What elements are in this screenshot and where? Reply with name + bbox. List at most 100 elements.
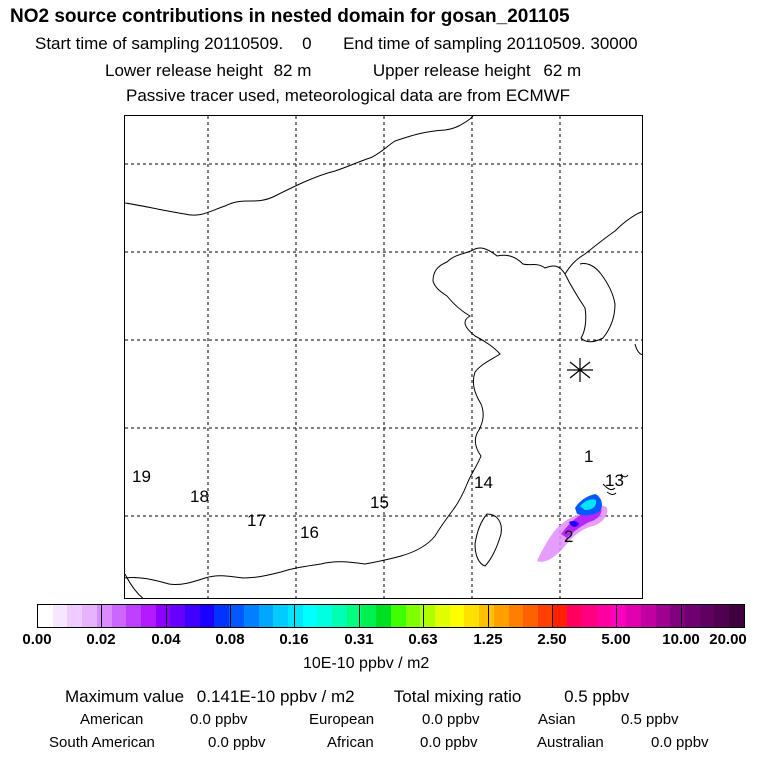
- region-label: 13: [605, 471, 624, 490]
- colorbar-cell: [302, 605, 318, 627]
- colorbar-cell: [567, 605, 583, 627]
- lower-height-value: 82 m: [273, 61, 312, 80]
- end-time-label: End time of sampling: [343, 34, 502, 53]
- total-mixing-label: Total mixing ratio: [393, 687, 522, 706]
- colorbar-cell: [170, 605, 186, 627]
- region-label: 16: [300, 523, 319, 542]
- colorbar-tick: 20.00: [709, 631, 747, 648]
- colorbar-divider: [294, 604, 295, 628]
- source-name: European: [309, 711, 375, 728]
- colorbar-cell: [670, 605, 685, 627]
- receptor-marker: [567, 358, 593, 382]
- colorbar-cell: [140, 605, 156, 627]
- map-panel: 1 2 13 14 15 16 17 18 19: [124, 115, 643, 599]
- colorbar-cell: [243, 605, 259, 627]
- colorbar-tick: 0.63: [408, 631, 438, 648]
- source-value: 0.0 ppbv: [420, 734, 478, 751]
- source-value: 0.0 ppbv: [208, 734, 266, 751]
- colorbar-tick: 0.08: [215, 631, 245, 648]
- colorbar-tick: 10.00: [662, 631, 700, 648]
- colorbar-cell: [508, 605, 524, 627]
- colorbar-cell: [67, 605, 83, 627]
- colorbar: [37, 604, 745, 628]
- region-label: 15: [370, 493, 389, 512]
- colorbar-cell: [582, 605, 597, 627]
- colorbar-tick: 0.00: [22, 631, 52, 648]
- colorbar-units: 10E-10 ppbv / m2: [303, 655, 430, 672]
- colorbar-cell: [126, 605, 141, 627]
- colorbar-cell: [199, 605, 215, 627]
- colorbar-divider: [359, 604, 360, 628]
- sampling-time-line: Start time of sampling 20110509. 0 End t…: [35, 34, 638, 54]
- colorbar-cell: [155, 605, 171, 627]
- colorbar-tick: 0.16: [279, 631, 309, 648]
- source-name: South American: [49, 734, 155, 751]
- source-value: 0.5 ppbv: [621, 711, 679, 728]
- figure-title: NO2 source contributions in nested domai…: [10, 6, 570, 27]
- source-name: Australian: [537, 734, 604, 751]
- source-name: African: [327, 734, 374, 751]
- colorbar-cell: [493, 605, 509, 627]
- end-time-value: 20110509. 30000: [506, 34, 638, 53]
- source-name: American: [80, 711, 144, 728]
- release-height-line: Lower release height 82 m Upper release …: [105, 61, 581, 81]
- source-value: 0.0 ppbv: [422, 711, 480, 728]
- region-labels: 1 2 13 14 15 16 17 18 19: [132, 447, 624, 546]
- colorbar-cell: [596, 605, 612, 627]
- colorbar-cell: [82, 605, 97, 627]
- region-label: 1: [584, 447, 593, 466]
- region-label: 18: [190, 487, 209, 506]
- colorbar-cell: [640, 605, 656, 627]
- start-time-label: Start time of sampling: [35, 34, 200, 53]
- colorbar-tick: 2.50: [537, 631, 567, 648]
- region-label: 2: [564, 527, 573, 546]
- colorbar-cell: [699, 605, 715, 627]
- max-value: 0.141E-10 ppbv / m2: [196, 687, 355, 706]
- colorbar-cell: [655, 605, 671, 627]
- colorbar-tick: 5.00: [601, 631, 631, 648]
- colorbar-divider: [166, 604, 167, 628]
- source-name: Asian: [538, 711, 576, 728]
- colorbar-cell: [611, 605, 627, 627]
- colorbar-tick: 0.04: [151, 631, 181, 648]
- colorbar-cell: [258, 605, 274, 627]
- max-value-line: Maximum value 0.141E-10 ppbv / m2 Total …: [65, 687, 629, 707]
- colorbar-divider: [488, 604, 489, 628]
- upper-height-value: 62 m: [543, 61, 582, 80]
- colorbar-tick: 0.31: [344, 631, 374, 648]
- region-label: 17: [247, 511, 266, 530]
- colorbar-divider: [423, 604, 424, 628]
- colorbar-cell: [552, 605, 568, 627]
- colorbar-divider: [101, 604, 102, 628]
- colorbar-divider: [616, 604, 617, 628]
- colorbar-cell: [523, 605, 538, 627]
- tracer-note: Passive tracer used, meteorological data…: [126, 86, 571, 105]
- colorbar-divider: [230, 604, 231, 628]
- coastlines: [125, 116, 642, 598]
- colorbar-cell: [714, 605, 730, 627]
- colorbar-cell: [287, 605, 303, 627]
- colorbar-cell: [52, 605, 68, 627]
- colorbar-cell: [38, 605, 53, 627]
- colorbar-cell: [626, 605, 641, 627]
- colorbar-cell: [479, 605, 494, 627]
- colorbar-cell: [376, 605, 391, 627]
- colorbar-cell: [111, 605, 127, 627]
- total-mixing-value: 0.5 ppbv: [564, 687, 630, 706]
- colorbar-cell: [332, 605, 347, 627]
- upper-height-label: Upper release height: [372, 61, 531, 80]
- colorbar-cell: [537, 605, 553, 627]
- colorbar-cell: [361, 605, 377, 627]
- source-value: 0.0 ppbv: [651, 734, 709, 751]
- colorbar-cell: [346, 605, 362, 627]
- graticule: [125, 116, 642, 598]
- colorbar-cell: [214, 605, 230, 627]
- colorbar-cell: [464, 605, 480, 627]
- region-label: 19: [132, 467, 151, 486]
- colorbar-cell: [729, 605, 744, 627]
- region-label: 14: [474, 473, 493, 492]
- lower-height-label: Lower release height: [105, 61, 263, 80]
- colorbar-tick: 1.25: [473, 631, 503, 648]
- source-value: 0.0 ppbv: [190, 711, 248, 728]
- colorbar-tick: 0.02: [86, 631, 116, 648]
